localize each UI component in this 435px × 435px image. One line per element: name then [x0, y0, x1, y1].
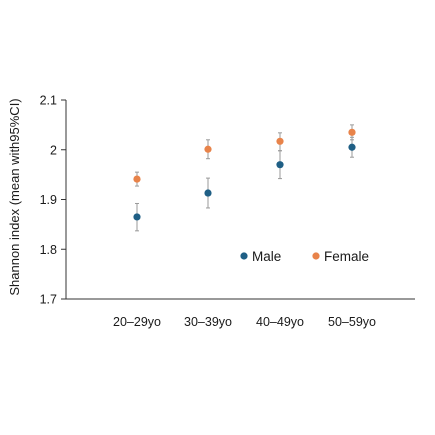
- y-tick-label: 1.7: [40, 293, 57, 307]
- y-tick-label: 1.8: [40, 243, 57, 257]
- data-point-female: [276, 137, 284, 145]
- data-point-male: [204, 189, 212, 197]
- legend-label-female: Female: [324, 249, 369, 264]
- x-tick-label: 50–59yo: [328, 315, 376, 329]
- data-point-female: [348, 128, 356, 136]
- data-points: [133, 128, 356, 221]
- data-point-female: [133, 175, 141, 183]
- x-tick-label: 40–49yo: [256, 315, 304, 329]
- y-axis-title: Shannon index (mean with95%CI): [7, 98, 22, 295]
- legend-marker-female: [312, 252, 320, 260]
- axes: [65, 100, 415, 300]
- legend: Male Female: [240, 249, 369, 264]
- x-tick-labels: 20–29yo 30–39yo 40–49yo 50–59yo: [113, 315, 376, 329]
- y-tick-label: 2: [50, 143, 57, 157]
- legend-marker-male: [240, 252, 248, 260]
- data-point-male: [348, 143, 356, 151]
- error-bars: [135, 124, 354, 232]
- y-tick-label: 2.1: [40, 94, 57, 108]
- y-ticks: 1.7 1.8 1.9 2 2.1: [40, 94, 66, 307]
- y-tick-label: 1.9: [40, 193, 57, 207]
- data-point-female: [204, 145, 212, 153]
- legend-label-male: Male: [252, 249, 281, 264]
- x-tick-label: 30–39yo: [184, 315, 232, 329]
- data-point-male: [276, 161, 284, 169]
- x-tick-label: 20–29yo: [113, 315, 161, 329]
- data-point-male: [133, 213, 141, 221]
